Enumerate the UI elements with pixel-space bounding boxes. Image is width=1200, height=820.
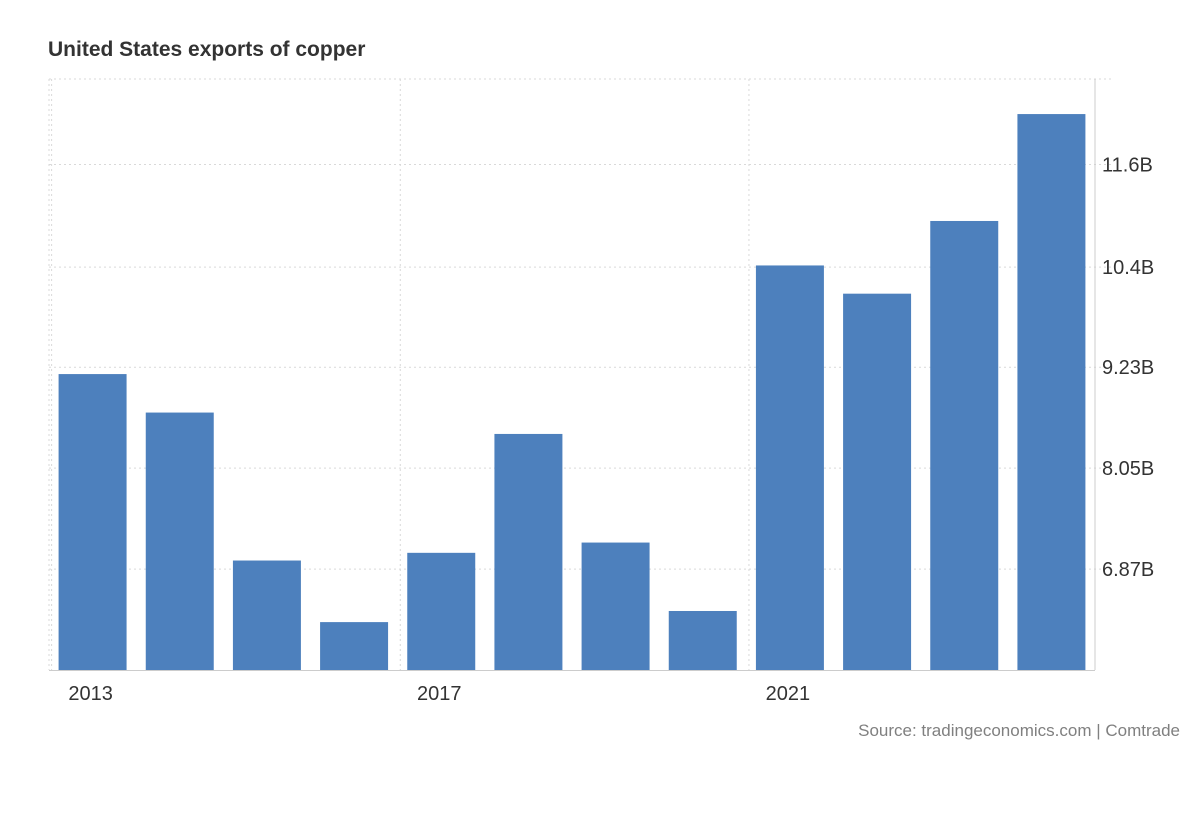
bar-2016 xyxy=(320,622,389,670)
source-credit: Source: tradingeconomics.com | Comtrade xyxy=(858,721,1180,740)
bar-2020 xyxy=(668,610,737,670)
bar-2019 xyxy=(581,542,650,670)
y-tick-label-1: 8.05B xyxy=(1102,458,1154,480)
bar-2013 xyxy=(58,374,127,670)
bar-2017 xyxy=(407,552,476,670)
x-tick-label-2021: 2021 xyxy=(766,683,811,705)
y-tick-label-3: 10.4B xyxy=(1102,257,1154,279)
bar-2022 xyxy=(843,293,912,670)
axis-layer: 2013 2017 2021 6.87B 8.05B 9.23B 10.4B 11.6B xyxy=(49,155,1154,705)
y-tick-label-4: 11.6B xyxy=(1102,155,1153,177)
bar-2021 xyxy=(755,265,824,670)
bar-2024 xyxy=(1017,114,1086,670)
bar-2014 xyxy=(145,412,214,670)
chart-title: United States exports of copper xyxy=(48,38,366,61)
x-tick-label-2017: 2017 xyxy=(417,683,462,705)
bars-layer xyxy=(58,114,1086,670)
y-tick-label-0: 6.87B xyxy=(1102,559,1154,581)
x-tick-label-2013: 2013 xyxy=(68,683,113,705)
bar-2015 xyxy=(232,560,301,670)
bar-2018 xyxy=(494,433,563,670)
y-tick-label-2: 9.23B xyxy=(1102,357,1154,379)
bar-2023 xyxy=(930,220,999,670)
